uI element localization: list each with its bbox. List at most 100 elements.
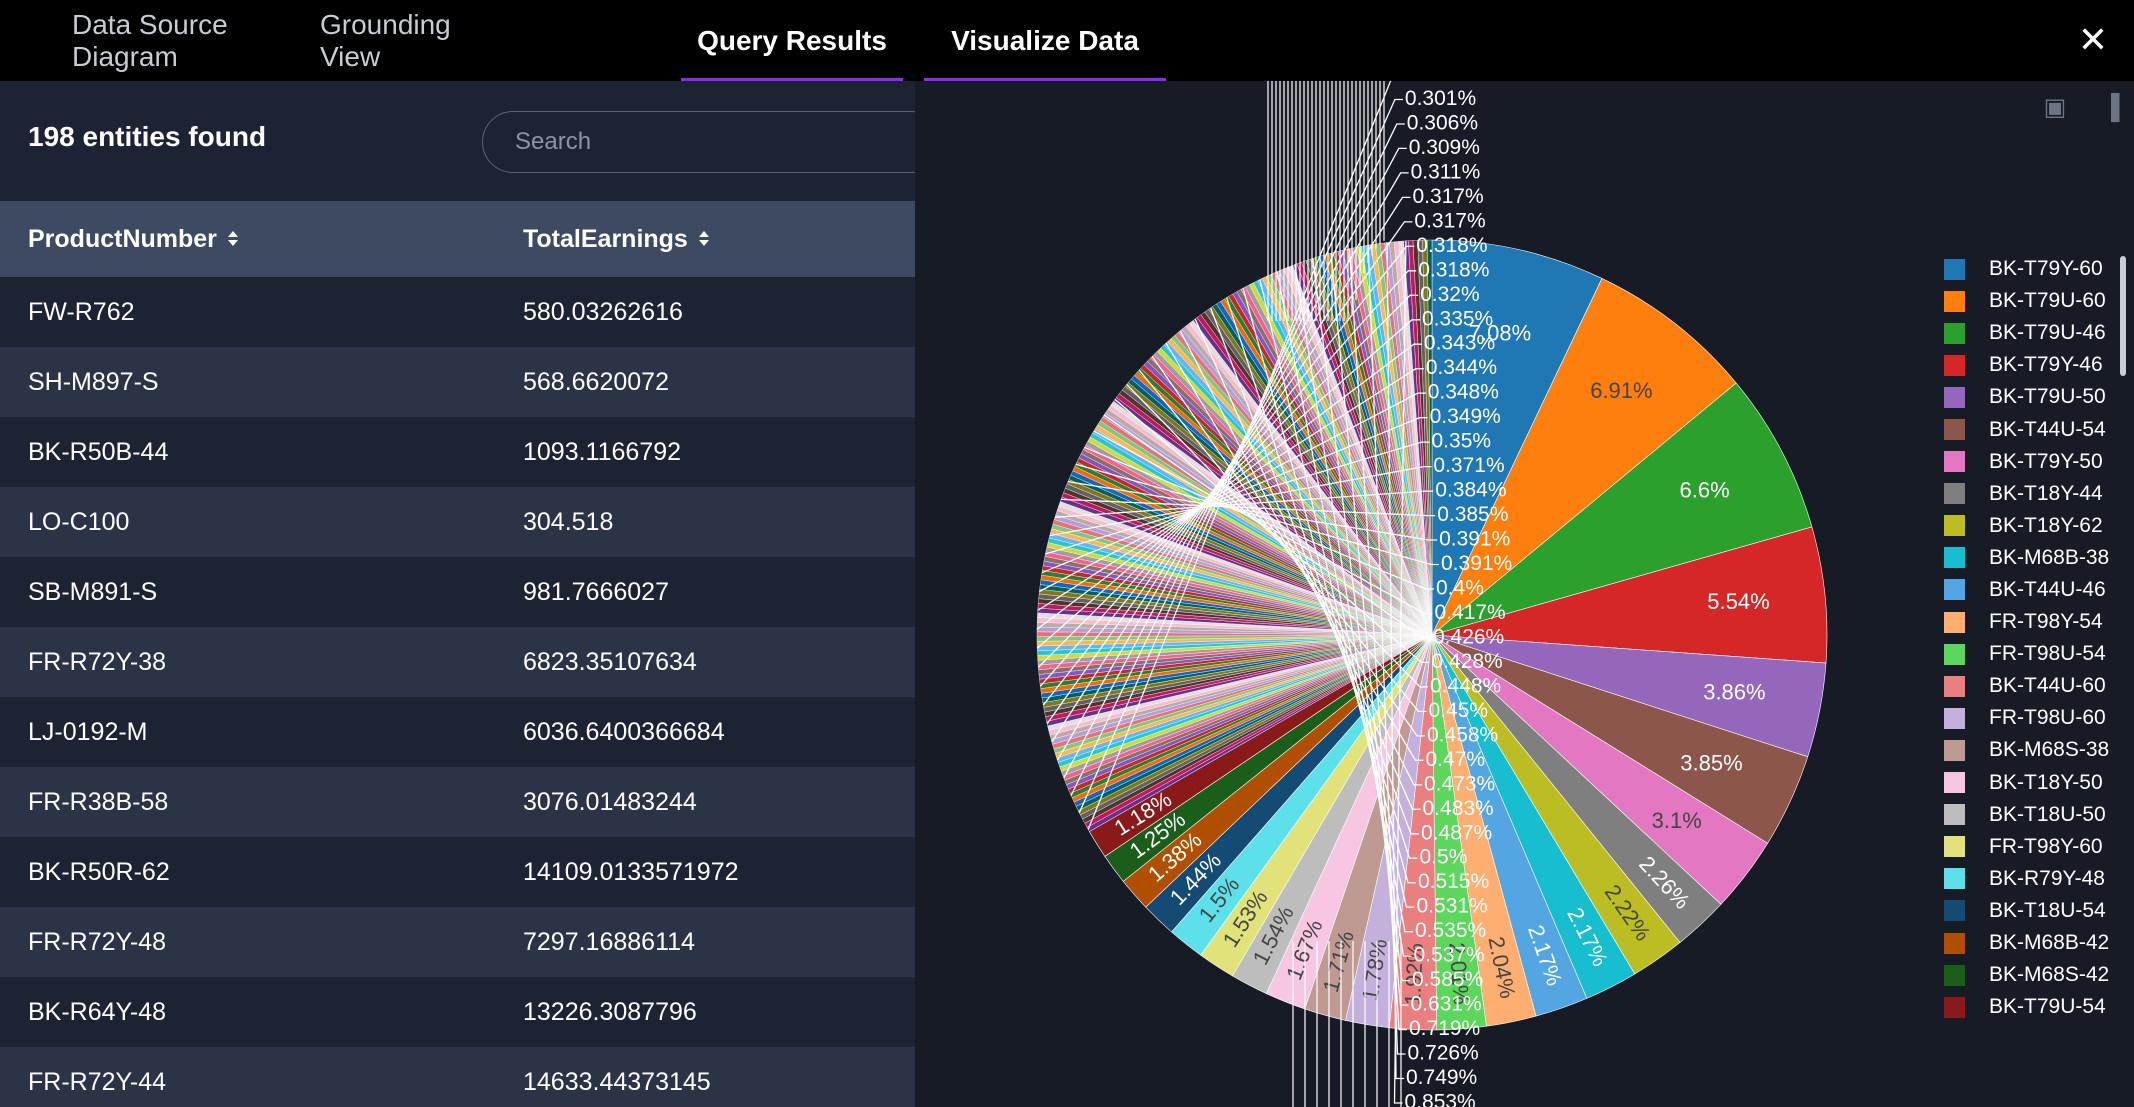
- tab-query-results[interactable]: Query Results: [681, 0, 903, 81]
- leader-line: [1276, 271, 1413, 933]
- table-row[interactable]: FR-R72Y-44 14633.44373145: [0, 1047, 915, 1107]
- legend-item[interactable]: BK-T44U-46: [1930, 574, 2130, 606]
- legend-item[interactable]: BK-T79Y-50: [1930, 446, 2130, 478]
- legend-swatch: [1944, 322, 1965, 344]
- legend-item[interactable]: FR-T98Y-54: [1930, 606, 2130, 638]
- table-row[interactable]: FR-R72Y-48 7297.16886114: [0, 907, 915, 977]
- sort-icon[interactable]: [698, 229, 710, 249]
- column-header-totalearnings[interactable]: TotalEarnings: [523, 201, 710, 277]
- chart-legend: BK-T79Y-60 BK-T79U-60 BK-T79U-46 BK-T79Y-46…: [1930, 253, 2130, 1023]
- leader-line: [1084, 446, 1434, 590]
- legend-item[interactable]: BK-T79U-54: [1930, 991, 2130, 1023]
- legend-item[interactable]: BK-T44U-60: [1930, 670, 2130, 702]
- legend-label: BK-T18Y-44: [1989, 481, 2103, 505]
- legend-item[interactable]: BK-T18Y-62: [1930, 510, 2130, 542]
- outside-slice-label: 0.348%: [1428, 381, 1499, 404]
- legend-label: BK-T79U-54: [1989, 995, 2106, 1019]
- bar-chart-icon[interactable]: ▐: [2102, 94, 2120, 121]
- outside-slice-label: 0.726%: [1408, 1042, 1479, 1065]
- search-input[interactable]: [482, 111, 915, 173]
- legend-item[interactable]: BK-T79U-50: [1930, 381, 2130, 413]
- cell-productnumber: BK-R64Y-48: [28, 997, 167, 1026]
- outside-slice-label: 0.535%: [1415, 919, 1486, 942]
- tab-label: Data Source Diagram: [72, 8, 228, 72]
- outside-slice-label: 0.292%: [1403, 81, 1474, 86]
- close-icon[interactable]: ✕: [2077, 19, 2109, 60]
- cell-productnumber: FR-R72Y-48: [28, 927, 167, 956]
- table-row[interactable]: FR-R38B-58 3076.01483244: [0, 767, 915, 837]
- legend-item[interactable]: BK-T44U-54: [1930, 413, 2130, 445]
- table-row[interactable]: FR-R72Y-38 6823.35107634: [0, 627, 915, 697]
- sort-icon[interactable]: [227, 229, 239, 249]
- leader-line: [1067, 480, 1438, 541]
- table-row[interactable]: LO-C100 304.518: [0, 487, 915, 557]
- table-body: FW-R762 580.03262616 SH-M897-S 568.6620072 B…: [0, 277, 915, 1107]
- legend-item[interactable]: BK-M68S-42: [1930, 959, 2130, 991]
- legend-item[interactable]: BK-T18U-54: [1930, 895, 2130, 927]
- cell-productnumber: BK-R50B-44: [28, 437, 169, 466]
- leader-line: [1367, 245, 1406, 1055]
- legend-item[interactable]: BK-T79U-46: [1930, 317, 2130, 349]
- cell-totalearnings: 13226.3087796: [523, 997, 697, 1026]
- table-row[interactable]: BK-R50B-44 1093.1166792: [0, 417, 915, 487]
- legend-item[interactable]: BK-T18Y-44: [1930, 478, 2130, 510]
- pie-slice[interactable]: [1427, 239, 1433, 636]
- table-row[interactable]: FW-R762 580.03262616: [0, 277, 915, 347]
- legend-item[interactable]: BK-T18Y-50: [1930, 767, 2130, 799]
- legend-item[interactable]: FR-T98U-54: [1930, 638, 2130, 670]
- leader-line: [1078, 98, 1403, 814]
- outside-slice-label: 0.448%: [1430, 674, 1501, 697]
- outside-slice-label: 0.344%: [1426, 356, 1497, 379]
- legend-item[interactable]: BK-T79Y-46: [1930, 349, 2130, 381]
- table-row[interactable]: BK-R64Y-48 13226.3087796: [0, 977, 915, 1047]
- pie-slice[interactable]: [1431, 239, 1603, 636]
- legend-label: BK-T18U-54: [1989, 898, 2106, 922]
- legend-item[interactable]: BK-R79Y-48: [1930, 863, 2130, 895]
- legend-item[interactable]: BK-M68S-38: [1930, 734, 2130, 766]
- table-row[interactable]: LJ-0192-M 6036.6400366684: [0, 697, 915, 767]
- outside-slice-label: 0.384%: [1435, 479, 1506, 502]
- outside-slice-label: 0.309%: [1409, 136, 1480, 159]
- outside-slice-label: 0.487%: [1421, 821, 1492, 844]
- leader-line: [1045, 441, 1430, 555]
- legend-item[interactable]: BK-M68B-38: [1930, 542, 2130, 574]
- legend-scrollbar[interactable]: [2120, 256, 2126, 376]
- legend-item[interactable]: BK-T79Y-60: [1930, 253, 2130, 285]
- legend-item[interactable]: FR-T98U-60: [1930, 702, 2130, 734]
- column-header-productnumber[interactable]: ProductNumber: [28, 201, 239, 277]
- legend-item[interactable]: BK-T79U-60: [1930, 285, 2130, 317]
- legend-label: BK-T44U-60: [1989, 674, 2106, 698]
- cell-totalearnings: 6036.6400366684: [523, 717, 725, 746]
- leader-line: [1294, 264, 1412, 957]
- legend-label: BK-M68S-42: [1989, 963, 2110, 987]
- visualization-panel: 7.08% 6.91% 6.6% 5.54% 3.86% 3.85% 3.1% 2.26% 2.…: [915, 81, 2134, 1107]
- cell-productnumber: FR-R72Y-44: [28, 1067, 167, 1096]
- legend-label: BK-T44U-46: [1989, 577, 2106, 601]
- pie-slice[interactable]: [1431, 278, 1737, 636]
- table-row[interactable]: BK-R50R-62 14109.0133571972: [0, 837, 915, 907]
- outside-slice-label: 0.391%: [1441, 552, 1512, 575]
- legend-swatch: [1944, 290, 1965, 312]
- legend-swatch: [1944, 836, 1965, 858]
- pie-slice[interactable]: [1431, 382, 1813, 636]
- legend-label: BK-T79U-50: [1989, 385, 2106, 409]
- tab-data-source-diagram[interactable]: Data Source Diagram: [72, 0, 280, 81]
- camera-icon[interactable]: ▣: [2043, 94, 2067, 121]
- tab-grounding-view[interactable]: Grounding View: [320, 0, 480, 81]
- leader-line: [1049, 465, 1432, 537]
- leader-line: [1036, 343, 1422, 630]
- pie-slice[interactable]: [1431, 526, 1828, 664]
- legend-swatch: [1944, 354, 1965, 376]
- tab-visualize-data[interactable]: Visualize Data: [924, 0, 1166, 81]
- legend-swatch: [1944, 483, 1965, 505]
- tab-label: Grounding View: [320, 8, 451, 72]
- table-row[interactable]: SH-M897-S 568.6620072: [0, 347, 915, 417]
- table-row[interactable]: SB-M891-S 981.7666027: [0, 557, 915, 627]
- cell-productnumber: FR-R72Y-38: [28, 647, 167, 676]
- legend-item[interactable]: BK-M68B-42: [1930, 927, 2130, 959]
- legend-item[interactable]: BK-T18U-50: [1930, 799, 2130, 831]
- outside-slice-label: 0.749%: [1406, 1066, 1477, 1089]
- legend-item[interactable]: FR-T98Y-60: [1930, 831, 2130, 863]
- legend-swatch: [1944, 386, 1965, 408]
- legend-label: BK-T79Y-46: [1989, 353, 2103, 377]
